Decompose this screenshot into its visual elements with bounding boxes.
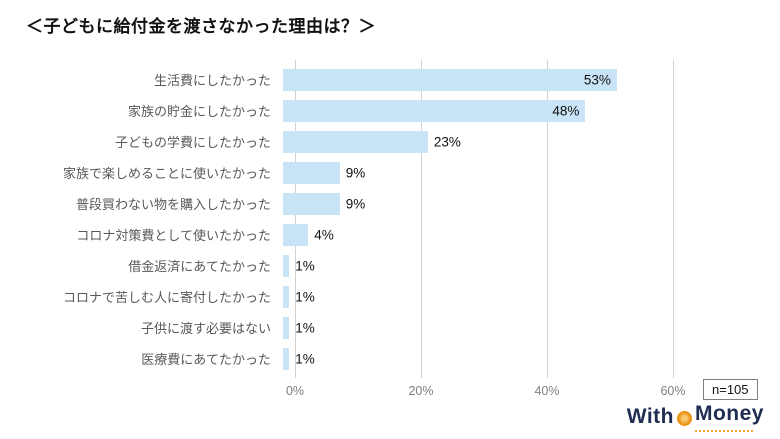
value-label: 1%	[295, 289, 315, 304]
chart-row: 借金返済にあてたかった 1%	[0, 250, 780, 281]
category-label: 家族の貯金にしたかった	[127, 104, 271, 119]
value-label: 23%	[433, 134, 461, 149]
value-label: 4%	[314, 227, 334, 242]
category-label: コロナ対策費として使いたかった	[76, 228, 271, 243]
chart-row: 医療費にあてたかった 1%	[0, 343, 780, 374]
gridline	[673, 60, 674, 378]
brand-logo: With Money	[627, 402, 764, 432]
bar-track: 4%	[283, 223, 685, 246]
category-label: コロナで苦しむ人に寄付したかった	[62, 290, 271, 305]
value-label: 9%	[345, 196, 366, 211]
bar	[283, 347, 290, 370]
category-label: 医療費にあてたかった	[141, 352, 271, 367]
coin-icon	[676, 410, 692, 426]
bar-track: 23%	[283, 130, 685, 153]
bar	[283, 316, 290, 339]
value-label: 9%	[345, 165, 366, 180]
chart-row: 家族の貯金にしたかった 48%	[0, 95, 780, 126]
bar-track: 9%	[283, 192, 685, 215]
chart-row: 子どもの学費にしたかった 23%	[0, 126, 780, 157]
bar	[283, 223, 309, 246]
bar-rows: 生活費にしたかった 53% 家族の貯金にしたかった 48% 子どもの学費にしたかった 23…	[0, 64, 780, 374]
category-label: 家族で楽しめることに使いたかった	[62, 166, 271, 181]
gridline	[421, 60, 422, 378]
chart-row: 家族で楽しめることに使いたかった 9%	[0, 157, 780, 188]
bar	[283, 130, 428, 153]
category-label: 子供に渡す必要はない	[140, 321, 271, 336]
value-label: 53%	[583, 72, 611, 87]
category-label: 子どもの学費にしたかった	[114, 135, 271, 150]
bar-track: 1%	[283, 285, 685, 308]
chart-row: 普段買わない物を購入したかった 9%	[0, 188, 780, 219]
bar-track: 1%	[283, 316, 685, 339]
x-tick-label: 20%	[408, 384, 434, 398]
gridline	[547, 60, 548, 378]
bar	[283, 254, 290, 277]
bar	[283, 192, 340, 215]
category-label: 生活費にしたかった	[153, 73, 271, 88]
value-label: 48%	[552, 103, 580, 118]
sample-size-badge: n=105	[703, 379, 758, 400]
category-label: 借金返済にあてたかった	[128, 259, 271, 274]
chart-row: 生活費にしたかった 53%	[0, 64, 780, 95]
x-tick-label: 0%	[285, 384, 305, 398]
bar-track: 1%	[283, 347, 685, 370]
bar-track: 9%	[283, 161, 685, 184]
value-label: 1%	[295, 258, 315, 273]
x-tick-label: 60%	[660, 384, 686, 398]
bar-track: 53%	[283, 68, 685, 91]
value-label: 1%	[295, 320, 315, 335]
logo-tagline	[694, 426, 753, 432]
bar-track: 1%	[283, 254, 685, 277]
chart-title: ＜子どもに給付金を渡さなかった理由は？＞	[26, 17, 376, 36]
logo-word-money: Money	[694, 402, 764, 425]
grid-area	[295, 60, 697, 378]
logo-word-with: With	[626, 405, 674, 428]
value-label: 1%	[295, 351, 315, 366]
category-label: 普段買わない物を購入したかった	[75, 197, 271, 212]
gridline	[295, 60, 296, 378]
bar	[283, 285, 290, 308]
bar	[283, 161, 340, 184]
x-tick-label: 40%	[534, 384, 560, 398]
chart-row: コロナ対策費として使いたかった 4%	[0, 219, 780, 250]
bar	[283, 68, 617, 91]
chart-row: 子供に渡す必要はない 1%	[0, 312, 780, 343]
x-axis-ticks: 0% 20% 40% 60%	[0, 384, 780, 402]
bar	[283, 99, 586, 122]
bar-track: 48%	[283, 99, 685, 122]
chart-row: コロナで苦しむ人に寄付したかった 1%	[0, 281, 780, 312]
